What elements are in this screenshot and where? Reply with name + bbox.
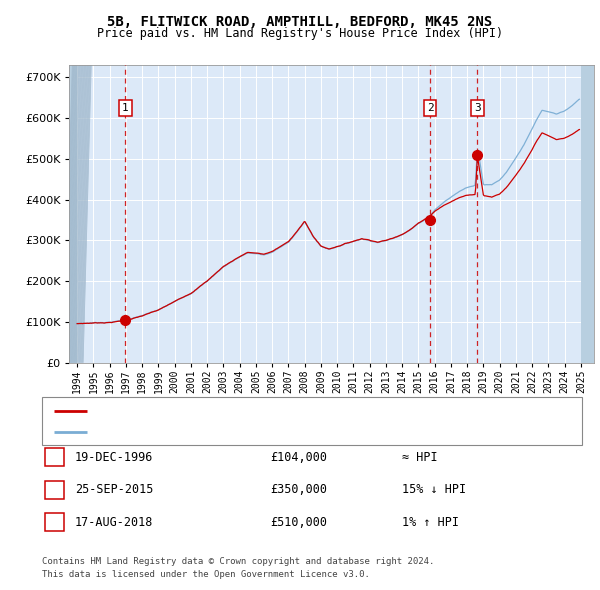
Bar [69,65,77,363]
Bar [581,65,594,363]
Text: £350,000: £350,000 [270,483,327,496]
Text: Price paid vs. HM Land Registry's House Price Index (HPI): Price paid vs. HM Land Registry's House … [97,27,503,40]
Text: 15% ↓ HPI: 15% ↓ HPI [402,483,466,496]
Text: 1% ↑ HPI: 1% ↑ HPI [402,516,459,529]
Text: Contains HM Land Registry data © Crown copyright and database right 2024.: Contains HM Land Registry data © Crown c… [42,558,434,566]
Text: 5B, FLITWICK ROAD, AMPTHILL, BEDFORD, MK45 2NS: 5B, FLITWICK ROAD, AMPTHILL, BEDFORD, MK… [107,15,493,29]
Text: 3: 3 [51,516,58,529]
Text: 17-AUG-2018: 17-AUG-2018 [75,516,154,529]
Text: 25-SEP-2015: 25-SEP-2015 [75,483,154,496]
Text: 5B, FLITWICK ROAD, AMPTHILL, BEDFORD, MK45 2NS (detached house): 5B, FLITWICK ROAD, AMPTHILL, BEDFORD, MK… [93,405,487,415]
Text: £510,000: £510,000 [270,516,327,529]
Text: This data is licensed under the Open Government Licence v3.0.: This data is licensed under the Open Gov… [42,571,370,579]
Text: £104,000: £104,000 [270,451,327,464]
Text: 3: 3 [474,103,481,113]
Text: HPI: Average price, detached house, Central Bedfordshire: HPI: Average price, detached house, Cent… [93,427,443,437]
Text: 19-DEC-1996: 19-DEC-1996 [75,451,154,464]
Text: 1: 1 [122,103,129,113]
Text: 2: 2 [51,483,58,496]
Text: ≈ HPI: ≈ HPI [402,451,437,464]
Text: 2: 2 [427,103,434,113]
Text: 1: 1 [51,451,58,464]
